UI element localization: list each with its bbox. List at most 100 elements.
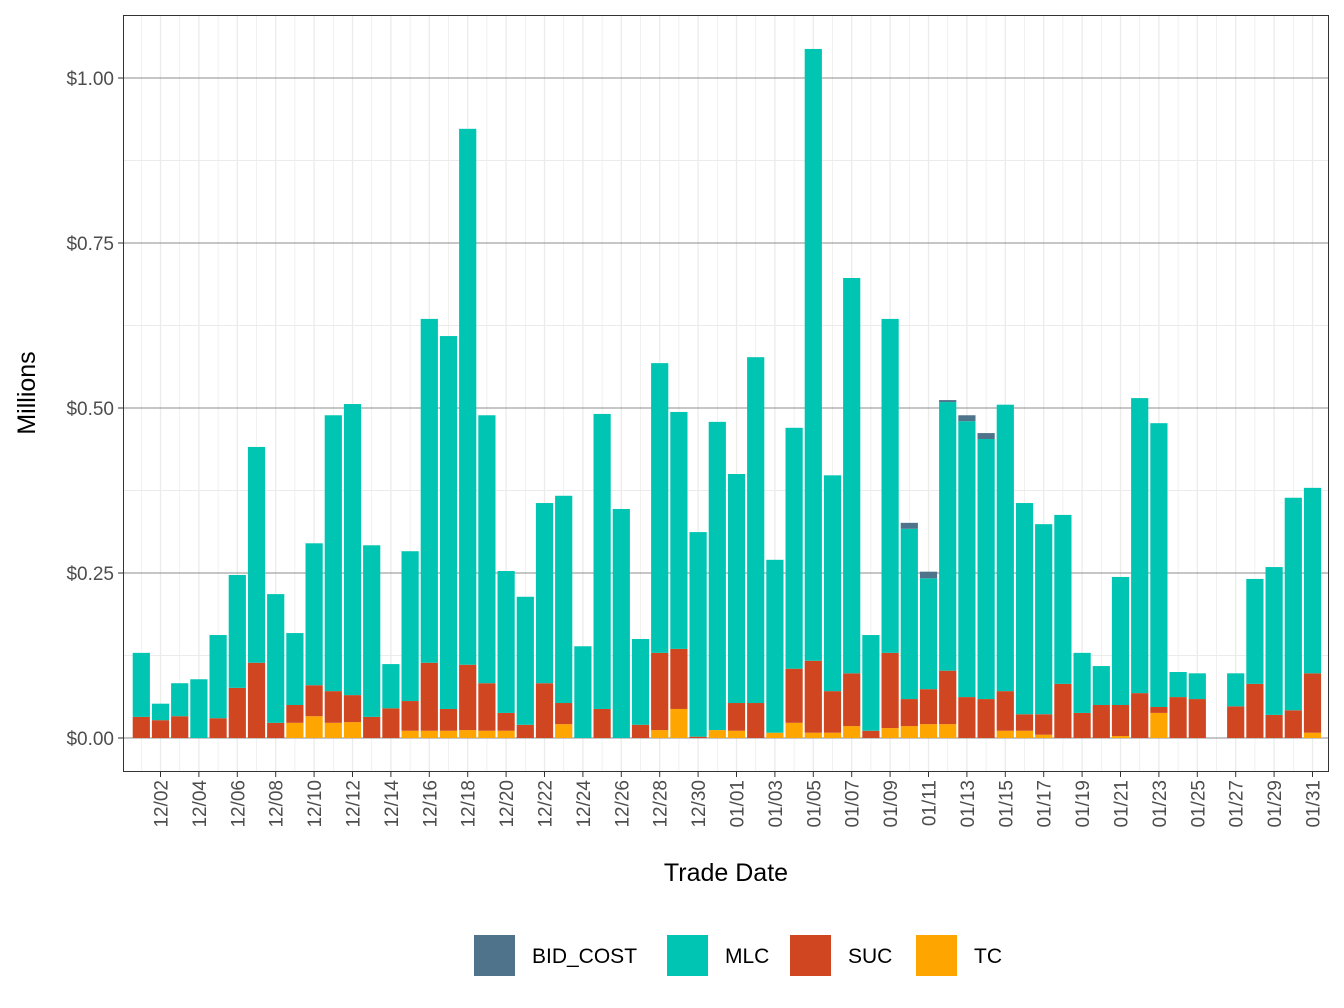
bar-tc-12-20 — [497, 730, 515, 738]
bar-suc-12-28 — [651, 652, 669, 731]
bar-suc-01-29 — [1265, 714, 1283, 738]
bar-mlc-12-06 — [228, 574, 246, 688]
x-tick-label: 12/18 — [459, 780, 480, 828]
bar-tc-01-11 — [919, 724, 938, 738]
bar-suc-12-22 — [535, 683, 554, 738]
y-tick-label: $0.25 — [66, 564, 114, 585]
bar-suc-01-31 — [1303, 673, 1322, 733]
bar-mlc-12-29 — [670, 411, 688, 649]
y-axis-title: Millions — [13, 351, 41, 434]
bar-mlc-01-12 — [939, 402, 957, 671]
bar-suc-12-15 — [401, 701, 419, 731]
bar-tc-01-06 — [823, 732, 842, 738]
bar-suc-01-01 — [727, 703, 746, 731]
bar-suc-12-05 — [209, 718, 227, 738]
x-tick-label: 12/22 — [536, 780, 557, 828]
bar-mlc-01-23 — [1150, 423, 1168, 707]
x-tick-label: 01/21 — [1112, 780, 1133, 828]
x-tick-label: 01/23 — [1150, 780, 1171, 828]
bar-suc-01-16 — [1015, 714, 1034, 731]
bar-tc-12-09 — [286, 722, 304, 738]
x-tick-label: 01/15 — [996, 780, 1017, 828]
x-tick-label: 01/31 — [1304, 780, 1325, 828]
legend-key-suc — [790, 935, 831, 976]
bar-suc-01-22 — [1131, 693, 1149, 738]
bar-suc-12-23 — [555, 703, 573, 725]
x-tick-label: 12/08 — [267, 780, 288, 828]
x-tick-label: 01/27 — [1227, 780, 1248, 828]
x-axis: 12/02 12/04 12/06 12/08 12/10 12/12 12/14 12/16… — [152, 772, 1325, 828]
bar-suc-01-24 — [1169, 697, 1187, 738]
bar-suc-12-12 — [343, 695, 362, 723]
bar-mlc-01-16 — [1015, 503, 1034, 715]
legend-key-mlc — [667, 935, 708, 976]
x-tick-label: 12/10 — [305, 780, 326, 828]
x-tick-label: 12/16 — [420, 780, 441, 828]
bar-mlc-12-26 — [612, 508, 630, 738]
bar-tc-12-11 — [324, 722, 342, 738]
bar-tc-01-17 — [1035, 734, 1053, 738]
bar-suc-01-25 — [1188, 699, 1206, 738]
bar-mlc-01-01 — [727, 474, 746, 704]
bar-mlc-12-27 — [631, 639, 650, 725]
bar-mlc-12-02 — [151, 703, 170, 721]
bar-mlc-12-19 — [478, 415, 496, 684]
bar-suc-12-19 — [478, 683, 496, 731]
bar-mlc-01-27 — [1227, 673, 1245, 707]
bar-suc-12-09 — [286, 705, 304, 723]
bar-tc-12-12 — [343, 722, 362, 738]
bar-mlc-12-08 — [267, 594, 285, 723]
x-tick-label: 01/19 — [1073, 780, 1094, 828]
bar-mlc-12-07 — [247, 446, 266, 663]
bar-mlc-01-20 — [1092, 666, 1110, 705]
bar-tc-01-09 — [881, 728, 899, 738]
bar-mlc-01-02 — [747, 357, 765, 704]
bar-mlc-12-11 — [324, 415, 342, 692]
x-axis-title: Trade Date — [664, 859, 788, 887]
bar-suc-01-05 — [804, 660, 822, 733]
bar-tc-01-04 — [785, 722, 803, 738]
bar-mlc-12-04 — [190, 679, 208, 738]
bar-suc-01-18 — [1054, 683, 1072, 738]
legend-label: TC — [974, 945, 1002, 968]
bar-suc-12-10 — [305, 685, 323, 717]
x-tick-label: 12/20 — [497, 780, 518, 828]
bar-mlc-12-23 — [555, 495, 573, 704]
bar-suc-12-02 — [151, 720, 170, 738]
bar-tc-01-16 — [1015, 730, 1034, 738]
x-tick-label: 01/17 — [1035, 780, 1056, 828]
bar-tc-01-03 — [766, 732, 784, 738]
bar-mlc-01-06 — [823, 475, 842, 692]
bar-mlc-12-14 — [382, 664, 400, 709]
bar-suc-01-28 — [1246, 683, 1264, 738]
bar-mlc-12-24 — [574, 646, 592, 738]
y-axis: $0.00 $0.25 $0.50 $0.75 $1.00 — [66, 69, 123, 750]
bar-tc-01-31 — [1303, 732, 1322, 738]
bar-mlc-01-22 — [1131, 398, 1149, 694]
x-tick-label: 12/24 — [574, 780, 595, 828]
bars — [132, 48, 1322, 738]
x-tick-label: 01/29 — [1265, 780, 1286, 828]
bar-mlc-12-13 — [363, 545, 381, 717]
bar-bid-cost-01-13 — [958, 415, 976, 422]
bar-mlc-01-03 — [766, 559, 784, 733]
x-tick-label: 12/14 — [382, 780, 403, 828]
bar-suc-12-14 — [382, 708, 400, 738]
bar-mlc-01-10 — [900, 528, 918, 700]
x-tick-label: 01/11 — [920, 780, 941, 826]
bar-mlc-12-10 — [305, 543, 323, 686]
bar-suc-12-18 — [459, 664, 477, 731]
bar-suc-12-30 — [689, 736, 707, 738]
bar-mlc-12-28 — [651, 363, 669, 653]
bar-tc-01-23 — [1150, 712, 1168, 738]
bar-mlc-12-18 — [459, 128, 477, 665]
bar-tc-12-16 — [420, 730, 438, 738]
bar-mlc-01-29 — [1265, 567, 1283, 715]
bar-suc-12-07 — [247, 662, 266, 738]
bar-bid-cost-01-10 — [900, 522, 918, 529]
x-tick-label: 12/12 — [344, 780, 365, 828]
bar-suc-12-03 — [171, 716, 189, 738]
x-tick-label: 01/09 — [881, 780, 902, 828]
x-tick-label: 12/04 — [190, 780, 211, 828]
